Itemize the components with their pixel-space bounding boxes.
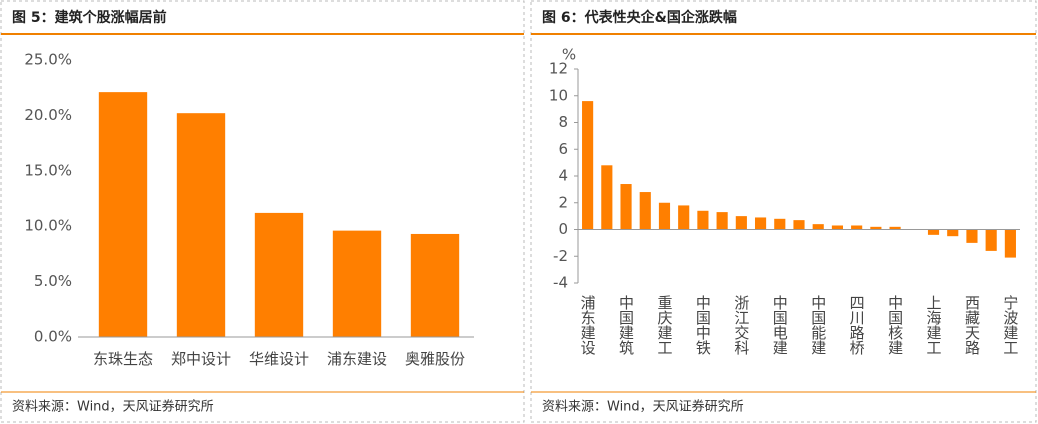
x-tick-label: 中国中铁 <box>694 295 712 355</box>
bar <box>985 229 997 251</box>
bar <box>947 229 959 237</box>
y-tick-label: 10.0% <box>24 217 72 235</box>
x-tick-label: 东珠生态 <box>93 350 153 368</box>
y-tick-label: -4 <box>553 274 568 292</box>
y-tick-label: 10 <box>549 86 568 104</box>
y-tick-label: 4 <box>558 167 568 185</box>
y-tick-label: 0 <box>558 220 568 238</box>
bar <box>735 216 747 230</box>
bar <box>831 225 844 230</box>
x-tick-label: 西藏天路 <box>963 295 981 355</box>
y-tick-label: 0.0% <box>34 328 72 346</box>
bar <box>332 230 382 337</box>
x-tick-label: 郑中设计 <box>171 350 231 368</box>
bar <box>889 226 901 230</box>
bar <box>620 184 632 230</box>
bar <box>1004 229 1016 258</box>
bar <box>582 101 594 230</box>
y-tick-label: 5.0% <box>34 272 72 290</box>
x-tick-label: 上海建工 <box>925 295 943 355</box>
y-tick-label: 2 <box>558 193 568 211</box>
bar <box>716 212 728 230</box>
x-tick-label: 奥雅股份 <box>405 350 465 368</box>
y-tick-label: 20.0% <box>24 106 72 124</box>
bar <box>678 205 690 230</box>
y-tick-label: 6 <box>558 140 568 158</box>
x-tick-label: 中国核建 <box>886 295 904 355</box>
bar <box>927 229 940 235</box>
x-tick-label: 浙江交科 <box>732 295 750 355</box>
bar <box>639 192 651 230</box>
y-tick-label: 12 <box>549 60 568 78</box>
chart-title: 图 5：建筑个股涨幅居前 <box>12 9 167 26</box>
y-tick-label: -2 <box>553 247 568 265</box>
bar <box>812 224 824 230</box>
bar <box>754 217 767 230</box>
y-tick-label: 8 <box>558 113 568 131</box>
x-tick-label: 浦东建设 <box>327 350 387 368</box>
panel-border <box>530 0 1037 423</box>
bar <box>870 226 882 230</box>
bar <box>658 202 671 230</box>
y-tick-label: 25.0% <box>24 51 72 69</box>
x-tick-label: 四川路桥 <box>848 295 866 355</box>
bar <box>98 92 148 337</box>
source: 资料来源：Wind，天风证券研究所 <box>12 399 214 415</box>
bar <box>851 225 863 230</box>
bar <box>793 220 805 230</box>
x-tick-label: 中国电建 <box>771 295 789 355</box>
bar <box>176 113 226 338</box>
x-tick-label: 浦东建设 <box>579 295 597 355</box>
bar <box>697 210 709 230</box>
x-tick-label: 中国建筑 <box>617 295 635 356</box>
panel-border <box>0 0 525 423</box>
source: 资料来源：Wind，天风证券研究所 <box>542 399 744 415</box>
bar <box>254 212 304 337</box>
bar <box>601 165 613 230</box>
x-tick-label: 华维设计 <box>249 350 309 368</box>
y-unit: % <box>562 46 576 64</box>
bar <box>966 229 978 243</box>
y-tick-label: 15.0% <box>24 161 72 179</box>
x-tick-label: 中国能建 <box>809 295 827 355</box>
x-tick-label: 重庆建工 <box>655 295 673 355</box>
chart-title: 图 6：代表性央企&国企涨跌幅 <box>542 9 737 26</box>
bar <box>774 218 786 230</box>
bar <box>410 233 460 337</box>
x-tick-label: 宁波建工 <box>1001 295 1019 355</box>
